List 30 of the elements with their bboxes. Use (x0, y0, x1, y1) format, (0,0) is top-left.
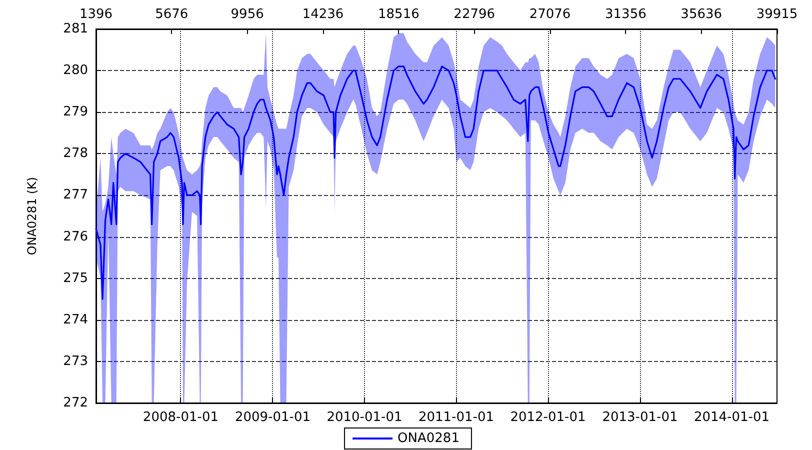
x-tick-label: 2008-01-01 (142, 410, 218, 425)
x2-tick-label: 18516 (378, 7, 420, 22)
x-tick-label: 2012-01-01 (510, 410, 586, 425)
x2-tick-label: 22796 (454, 7, 496, 22)
y-tick-label: 281 (63, 22, 88, 36)
x-tick-label: 2010-01-01 (326, 410, 402, 425)
x2-tick-label: 9956 (230, 7, 264, 22)
y-tick-label: 278 (63, 146, 88, 162)
y-tick-label: 272 (63, 396, 88, 410)
x2-tick-label: 5676 (155, 7, 188, 22)
y-tick-label: 274 (63, 312, 88, 328)
y-tick-label: 275 (63, 270, 88, 286)
y-axis-title: ONA0281 (K) (25, 176, 39, 256)
y-tick-label: 273 (63, 354, 88, 369)
x-tick-label: 2014-01-01 (694, 410, 770, 425)
x-tick-label: 2011-01-01 (418, 410, 494, 425)
y-tick-label: 277 (63, 188, 88, 203)
x-tick-label: 2009-01-01 (234, 410, 311, 425)
x2-tick-label: 1396 (79, 7, 113, 22)
y-tick-label: 280 (63, 63, 88, 78)
y-tick-label: 279 (63, 104, 88, 120)
y-tick-label: 276 (63, 229, 88, 244)
legend-label: ONA0281 (398, 431, 460, 446)
x2-tick-label: 31356 (605, 7, 646, 22)
x2-tick-label: 39915 (756, 7, 798, 22)
x2-tick-label: 27076 (529, 7, 571, 22)
x2-tick-label: 14236 (302, 7, 344, 22)
line-series (95, 66, 776, 300)
x2-tick-label: 35636 (680, 7, 722, 22)
x-tick-label: 2013-01-01 (602, 410, 678, 425)
